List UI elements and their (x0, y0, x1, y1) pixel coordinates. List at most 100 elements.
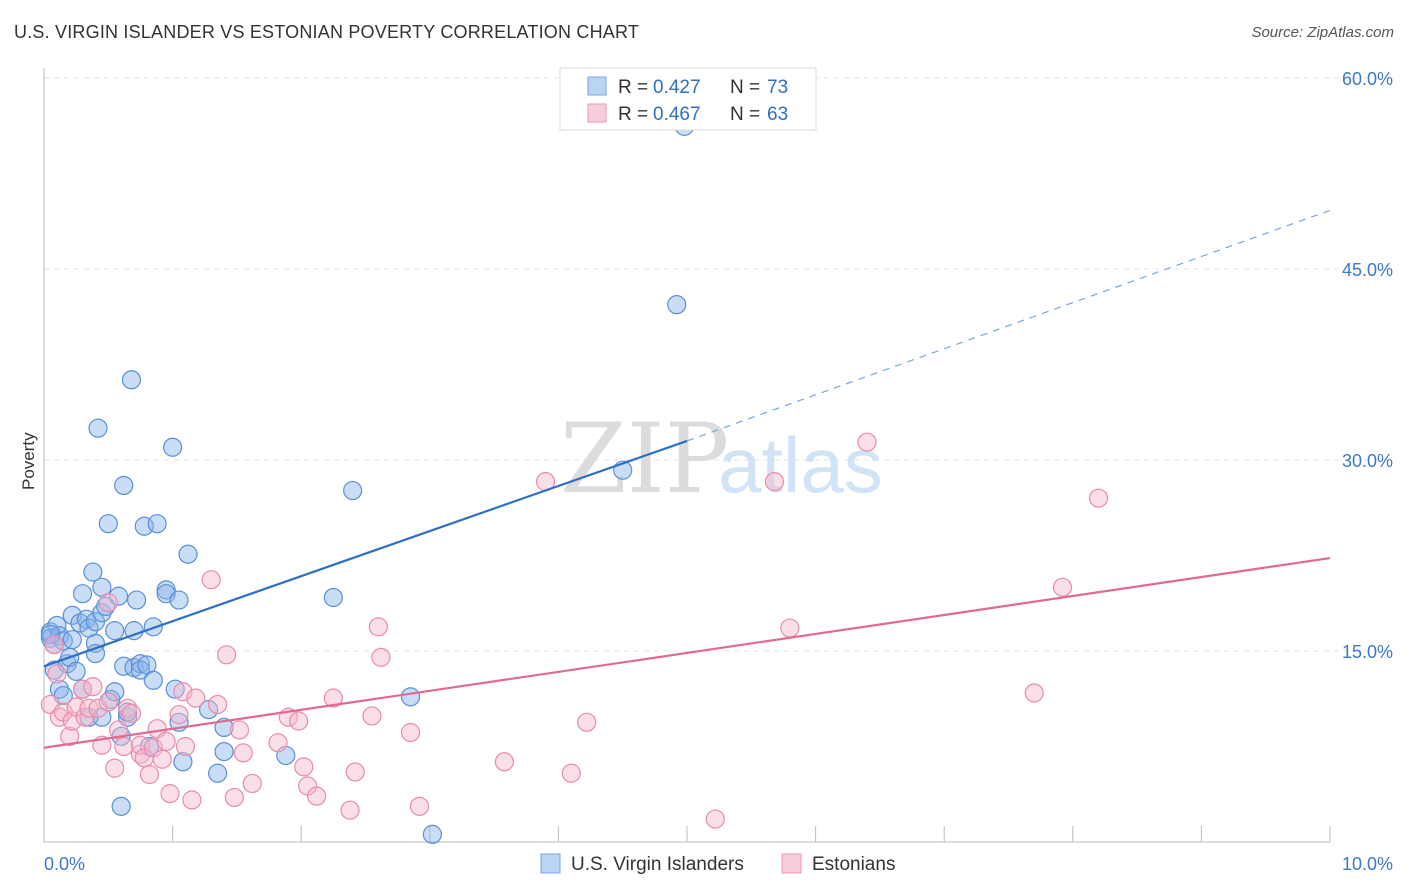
point-virgin-islanders-61 (208, 763, 228, 783)
y-tick-label-15: 15.0% (1342, 642, 1393, 662)
point-virgin-islanders-24 (88, 418, 108, 438)
point-estonians-28 (156, 731, 176, 752)
point-estonians-30 (169, 705, 189, 725)
point-virgin-islanders-59 (178, 544, 198, 564)
grid-lines (44, 77, 1394, 652)
point-virgin-islanders-43 (126, 590, 147, 610)
bottom-legend-swatch-virgin-islanders (540, 853, 561, 874)
legend-r-label-2: R = (618, 104, 648, 125)
y-tick-label-30: 30.0% (1342, 451, 1393, 471)
point-estonians-32 (175, 736, 196, 757)
point-estonians-34 (186, 688, 206, 708)
point-virgin-islanders-65 (323, 587, 343, 608)
legend-r-label-1: R = (618, 77, 648, 98)
point-estonians-19 (117, 698, 138, 718)
point-estonians-48 (323, 688, 343, 708)
point-estonians-2 (47, 664, 67, 684)
point-virgin-islanders-34 (111, 796, 131, 816)
point-estonians-12 (88, 698, 108, 718)
point-virgin-islanders-67 (400, 687, 421, 707)
point-estonians-53 (371, 647, 391, 667)
chart-title: U.S. VIRGIN ISLANDER VS ESTONIAN POVERTY… (14, 22, 640, 42)
axes (43, 68, 1331, 843)
point-estonians-44 (289, 711, 309, 731)
point-estonians-33 (182, 790, 202, 810)
source-label: Source: ZipAtlas.com (1251, 24, 1394, 41)
point-virgin-islanders-20 (83, 562, 103, 582)
point-estonians-27 (152, 749, 172, 769)
point-estonians-63 (857, 432, 877, 452)
trend-line-estonians (43, 556, 1331, 749)
point-virgin-islanders-70 (667, 295, 687, 315)
point-estonians-58 (561, 763, 581, 783)
point-estonians-55 (409, 796, 430, 816)
legend-n-label-1: N = (730, 77, 760, 98)
point-estonians-14 (98, 692, 118, 712)
point-estonians-39 (229, 720, 250, 740)
point-virgin-islanders-58 (173, 752, 193, 772)
point-estonians-15 (98, 593, 118, 613)
point-estonians-60 (705, 809, 725, 829)
point-estonians-59 (577, 712, 597, 732)
bottom-legend-label-estonians: Estonians (812, 854, 895, 875)
point-virgin-islanders-22 (85, 633, 106, 653)
x-tick-label-10: 10.0% (1342, 854, 1393, 874)
y-axis-label: Poverty (19, 432, 38, 490)
point-estonians-42 (268, 733, 288, 753)
watermark: ZIP atlas (560, 403, 883, 515)
point-virgin-islanders-13 (66, 661, 86, 681)
point-virgin-islanders-33 (108, 586, 129, 606)
point-estonians-38 (224, 787, 244, 808)
point-virgin-islanders-72 (40, 624, 61, 645)
point-estonians-49 (340, 800, 360, 820)
point-estonians-50 (345, 762, 365, 782)
point-virgin-islanders-63 (214, 741, 234, 762)
point-virgin-islanders-40 (121, 370, 142, 390)
point-virgin-islanders-55 (165, 679, 185, 699)
point-estonians-56 (494, 752, 514, 772)
point-estonians-36 (208, 694, 228, 715)
trend-lines (43, 209, 1331, 749)
point-estonians-24 (139, 764, 160, 785)
point-virgin-islanders-60 (199, 699, 219, 720)
point-virgin-islanders-15 (72, 584, 93, 604)
trend-line-virgin-islanders-extension (686, 209, 1331, 442)
point-estonians-62 (780, 618, 800, 638)
point-estonians-20 (121, 703, 142, 723)
point-estonians-65 (1052, 577, 1073, 597)
point-estonians-37 (217, 645, 237, 665)
point-virgin-islanders-12 (62, 629, 82, 650)
y-tick-label-60: 60.0% (1342, 69, 1393, 89)
bottom-legend-label-virgin-islanders: U.S. Virgin Islanders (571, 854, 744, 875)
tick-labels: 15.0% 30.0% 45.0% 60.0% 0.0% 10.0% (44, 69, 1393, 874)
point-virgin-islanders-51 (147, 514, 167, 534)
point-virgin-islanders-31 (105, 682, 125, 702)
watermark-zip: ZIP (560, 403, 729, 515)
x-tick-label-0: 0.0% (44, 854, 85, 874)
point-estonians-64 (1024, 683, 1044, 703)
point-estonians-1 (44, 635, 64, 655)
point-estonians-16 (105, 758, 125, 778)
point-estonians-47 (307, 786, 327, 806)
point-virgin-islanders-44 (130, 654, 151, 674)
legend-n-value-2: 63 (767, 104, 788, 125)
data-points (40, 116, 1109, 844)
legend-r-value-2: 0.467 (653, 104, 701, 125)
legend-swatch-estonians (587, 103, 607, 123)
point-virgin-islanders-45 (130, 660, 151, 680)
y-tick-label-45: 45.0% (1342, 260, 1393, 280)
point-virgin-islanders-49 (143, 670, 163, 690)
point-estonians-52 (368, 617, 388, 637)
point-estonians-66 (1088, 488, 1109, 508)
point-estonians-45 (294, 757, 314, 777)
point-virgin-islanders-11 (62, 605, 82, 625)
point-virgin-islanders-66 (343, 480, 363, 501)
top-legend: R = 0.427 N = 73 R = 0.467 N = 63 (559, 67, 817, 131)
point-virgin-islanders-68 (422, 824, 442, 844)
point-estonians-40 (233, 743, 253, 763)
watermark-atlas: atlas (718, 421, 883, 509)
bottom-legend-swatch-estonians (781, 853, 802, 874)
point-virgin-islanders-32 (105, 621, 125, 641)
bottom-legend: U.S. Virgin Islanders Estonians (540, 853, 895, 875)
